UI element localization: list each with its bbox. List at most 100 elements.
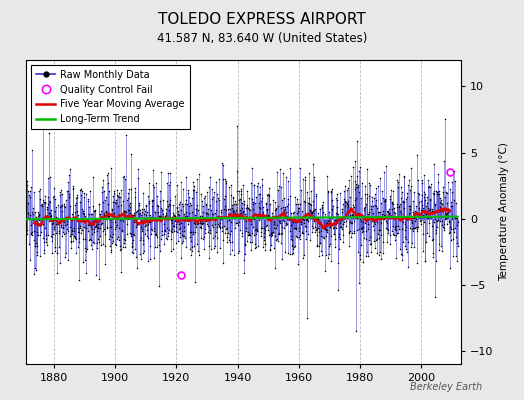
Point (354, 249, 363, 255)
Point (42, 236, 50, 242)
Point (411, 208, 419, 214)
Point (408, 209, 417, 216)
Point (321, 224, 329, 231)
Point (39, 120, 48, 127)
Point (407, 183, 415, 189)
Point (343, 208, 352, 214)
Point (182, 201, 191, 207)
Point (280, 225, 288, 231)
Point (394, 179, 402, 186)
Point (173, 229, 181, 235)
Point (406, 187, 414, 193)
Point (95, 233, 104, 239)
Point (213, 234, 221, 241)
Point (395, 204, 403, 210)
Point (97, 188, 106, 195)
Point (295, 224, 303, 231)
Point (361, 191, 369, 197)
Point (427, 223, 435, 230)
Point (431, 258, 440, 264)
Point (436, 242, 445, 249)
Point (216, 224, 224, 230)
Point (263, 207, 271, 214)
Point (293, 234, 301, 240)
Point (360, 214, 368, 220)
Point (267, 232, 276, 239)
Point (437, 207, 445, 213)
Point (50, 226, 58, 232)
Point (253, 228, 261, 234)
Point (158, 207, 167, 213)
Point (340, 196, 348, 202)
Point (348, 164, 357, 170)
Point (112, 242, 120, 249)
Point (379, 169, 388, 175)
Point (424, 176, 433, 183)
Point (418, 230, 427, 237)
Point (244, 205, 252, 212)
Point (164, 169, 172, 176)
Point (394, 230, 402, 236)
Point (256, 198, 265, 204)
Point (180, 211, 189, 217)
Point (417, 206, 425, 213)
Point (434, 190, 442, 197)
Point (121, 208, 129, 214)
Point (77, 230, 85, 237)
Point (189, 178, 198, 185)
Point (372, 237, 380, 243)
Point (203, 189, 212, 196)
Point (112, 187, 121, 194)
Point (442, 212, 450, 218)
Point (220, 176, 228, 183)
Point (289, 250, 298, 256)
Point (62, 218, 71, 224)
Point (125, 206, 133, 213)
Point (291, 243, 299, 249)
Point (306, 200, 314, 207)
Point (217, 207, 225, 213)
Point (177, 207, 185, 213)
Point (165, 206, 173, 213)
Point (356, 242, 365, 248)
Point (64, 215, 73, 221)
Point (391, 227, 400, 234)
Point (396, 246, 405, 252)
Point (286, 165, 294, 171)
Point (408, 240, 416, 247)
Point (364, 221, 372, 228)
Point (299, 254, 307, 261)
Point (120, 173, 128, 179)
Point (223, 218, 231, 224)
Point (220, 206, 228, 212)
Point (434, 179, 442, 185)
Point (108, 207, 117, 213)
Point (54, 220, 62, 227)
Point (210, 215, 218, 221)
Point (391, 232, 400, 239)
Point (434, 247, 443, 253)
Point (233, 123, 241, 129)
Point (388, 200, 396, 206)
Point (302, 236, 310, 242)
Point (280, 204, 289, 210)
Point (400, 173, 408, 180)
Point (109, 199, 117, 205)
Point (423, 205, 432, 212)
Point (137, 235, 145, 241)
Point (390, 232, 398, 238)
Point (351, 186, 359, 192)
Point (334, 214, 342, 220)
Point (26, 256, 35, 263)
Point (303, 231, 312, 237)
Point (142, 222, 150, 228)
Point (192, 202, 201, 208)
Point (37, 229, 46, 236)
Point (324, 216, 333, 223)
Point (129, 230, 138, 237)
Point (95, 239, 103, 245)
Point (300, 220, 308, 226)
Point (208, 211, 216, 218)
Point (335, 236, 344, 242)
Point (325, 209, 333, 215)
